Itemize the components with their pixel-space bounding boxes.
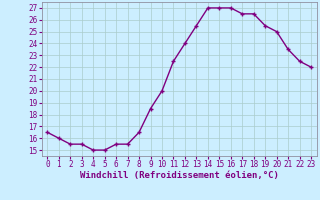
X-axis label: Windchill (Refroidissement éolien,°C): Windchill (Refroidissement éolien,°C) [80, 171, 279, 180]
